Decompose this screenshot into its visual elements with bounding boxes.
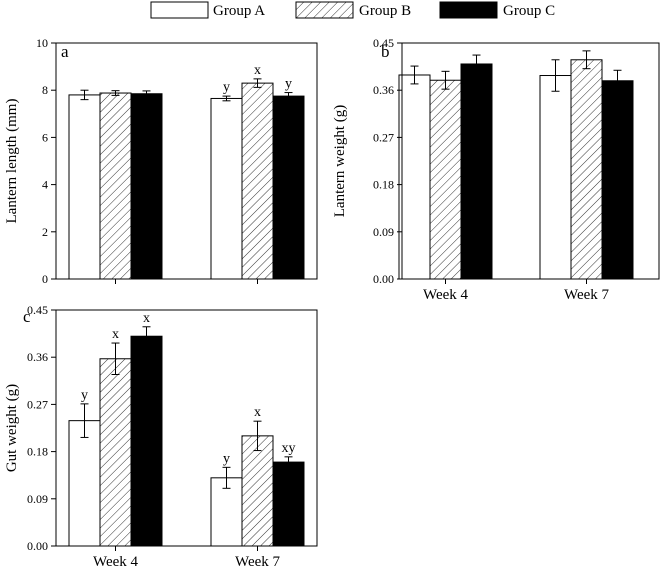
bar-c-series3-cat2 <box>272 461 305 547</box>
x-category-label-b-1: Week 7 <box>564 287 610 303</box>
chart-panel-c: y y x x x xy 0.00 0.09 0.18 0.27 0.36 0.45 Week 4 Wee… <box>4 303 318 570</box>
error-bar-a-series3-cat2 <box>284 92 293 101</box>
error-bar-b-series3-cat1 <box>472 54 481 74</box>
y-tick-label-c-2: 0.18 <box>27 445 48 459</box>
chart-panel-b: 0.00 0.09 0.18 0.27 0.36 0.45 Week 4 Week 7 b Lan… <box>332 36 660 303</box>
significance-letter-a-series1-cat2: y <box>223 80 230 95</box>
bar-b-series2-cat1 <box>429 79 462 280</box>
bar-a-series1-cat2 <box>210 97 243 280</box>
y-tick-label-a-4: 8 <box>42 83 48 97</box>
bar-a-series1-cat1 <box>68 94 101 280</box>
bar-c-series2-cat1 <box>99 358 132 547</box>
significance-letter-a-series2-cat2: x <box>254 63 261 78</box>
panel-label-b: b <box>381 42 390 61</box>
y-tick-label-c-3: 0.27 <box>27 397 48 411</box>
x-category-label-c-0: Week 4 <box>93 554 139 570</box>
y-tick-label-a-3: 6 <box>42 130 48 144</box>
legend-label-2: Group B <box>359 3 411 19</box>
significance-letter-c-series1-cat1: y <box>81 388 88 403</box>
error-bar-a-series1-cat1 <box>80 89 89 101</box>
y-tick-label-b-1: 0.09 <box>373 225 394 239</box>
y-tick-label-b-0: 0.00 <box>373 272 394 286</box>
x-category-label-c-1: Week 7 <box>235 554 281 570</box>
error-bar-b-series1-cat1 <box>410 65 419 85</box>
legend-swatch-3 <box>439 1 498 19</box>
error-bar-a-series1-cat2 <box>222 95 231 102</box>
error-bar-b-series1-cat2 <box>551 59 560 92</box>
bar-c-series3-cat1 <box>130 335 163 547</box>
y-tick-label-c-1: 0.09 <box>27 492 48 506</box>
bar-b-series2-cat2 <box>570 59 603 280</box>
bar-b-series1-cat1 <box>398 74 431 280</box>
bar-c-series1-cat1 <box>68 420 101 547</box>
error-bar-c-series1-cat1 <box>80 403 89 438</box>
legend-swatch-2 <box>295 1 354 19</box>
error-bar-c-series2-cat1 <box>111 342 120 376</box>
y-tick-label-b-3: 0.27 <box>373 130 394 144</box>
panel-label-c: c <box>23 307 31 326</box>
significance-letter-c-series2-cat2: x <box>254 405 261 420</box>
panel-label-a: a <box>61 42 69 61</box>
legend-swatch-1 <box>150 1 209 19</box>
error-bar-a-series3-cat1 <box>142 90 151 98</box>
error-bar-b-series2-cat2 <box>582 50 591 70</box>
bar-c-series2-cat2 <box>241 435 274 547</box>
y-tick-label-b-2: 0.18 <box>373 178 394 192</box>
legend-label-1: Group A <box>213 3 265 19</box>
error-bar-c-series3-cat1 <box>142 326 151 347</box>
significance-letter-c-series3-cat1: x <box>143 311 150 326</box>
y-axis-label-b: Lantern weight (g) <box>332 105 348 217</box>
bar-b-series1-cat2 <box>539 75 572 280</box>
error-bar-b-series2-cat1 <box>441 70 450 90</box>
y-axis-label-a: Lantern length (mm) <box>4 99 20 224</box>
y-axis-label-c: Gut weight (g) <box>4 384 20 472</box>
bar-a-series3-cat2 <box>272 95 305 280</box>
y-tick-label-a-0: 0 <box>42 272 48 286</box>
chart-panel-a: y x y 0 2 4 6 8 10 a Lantern length (mm) <box>4 36 318 286</box>
bar-b-series3-cat1 <box>460 63 493 280</box>
legend-label-3: Group C <box>503 3 555 19</box>
y-tick-label-c-5: 0.45 <box>27 303 48 317</box>
y-tick-label-c-4: 0.36 <box>27 350 48 364</box>
legend: Group A Group B Group C <box>150 1 555 19</box>
y-tick-label-b-5: 0.45 <box>373 36 394 50</box>
significance-letter-c-series2-cat1: x <box>112 327 119 342</box>
y-tick-label-a-5: 10 <box>36 36 48 50</box>
y-tick-label-a-2: 4 <box>42 178 48 192</box>
bar-a-series2-cat1 <box>99 92 132 280</box>
y-tick-label-a-1: 2 <box>42 225 48 239</box>
error-bar-a-series2-cat1 <box>111 90 120 96</box>
error-bar-b-series3-cat2 <box>613 69 622 92</box>
significance-letter-a-series3-cat2: y <box>285 77 292 92</box>
error-bar-a-series2-cat2 <box>253 78 262 88</box>
plot-frame-c <box>55 309 318 547</box>
significance-letter-c-series3-cat2: xy <box>282 441 296 456</box>
plot-frame-b <box>401 42 660 280</box>
x-category-label-b-0: Week 4 <box>423 287 469 303</box>
bar-b-series3-cat2 <box>601 80 634 280</box>
error-bar-c-series2-cat2 <box>253 420 262 452</box>
y-tick-label-c-0: 0.00 <box>27 539 48 553</box>
error-bar-c-series1-cat2 <box>222 466 231 489</box>
significance-letter-c-series1-cat2: y <box>223 451 230 466</box>
y-tick-label-b-4: 0.36 <box>373 83 394 97</box>
bar-a-series3-cat1 <box>130 93 163 280</box>
error-bar-c-series3-cat2 <box>284 456 293 468</box>
bar-a-series2-cat2 <box>241 82 274 280</box>
plot-frame-a <box>55 42 318 280</box>
